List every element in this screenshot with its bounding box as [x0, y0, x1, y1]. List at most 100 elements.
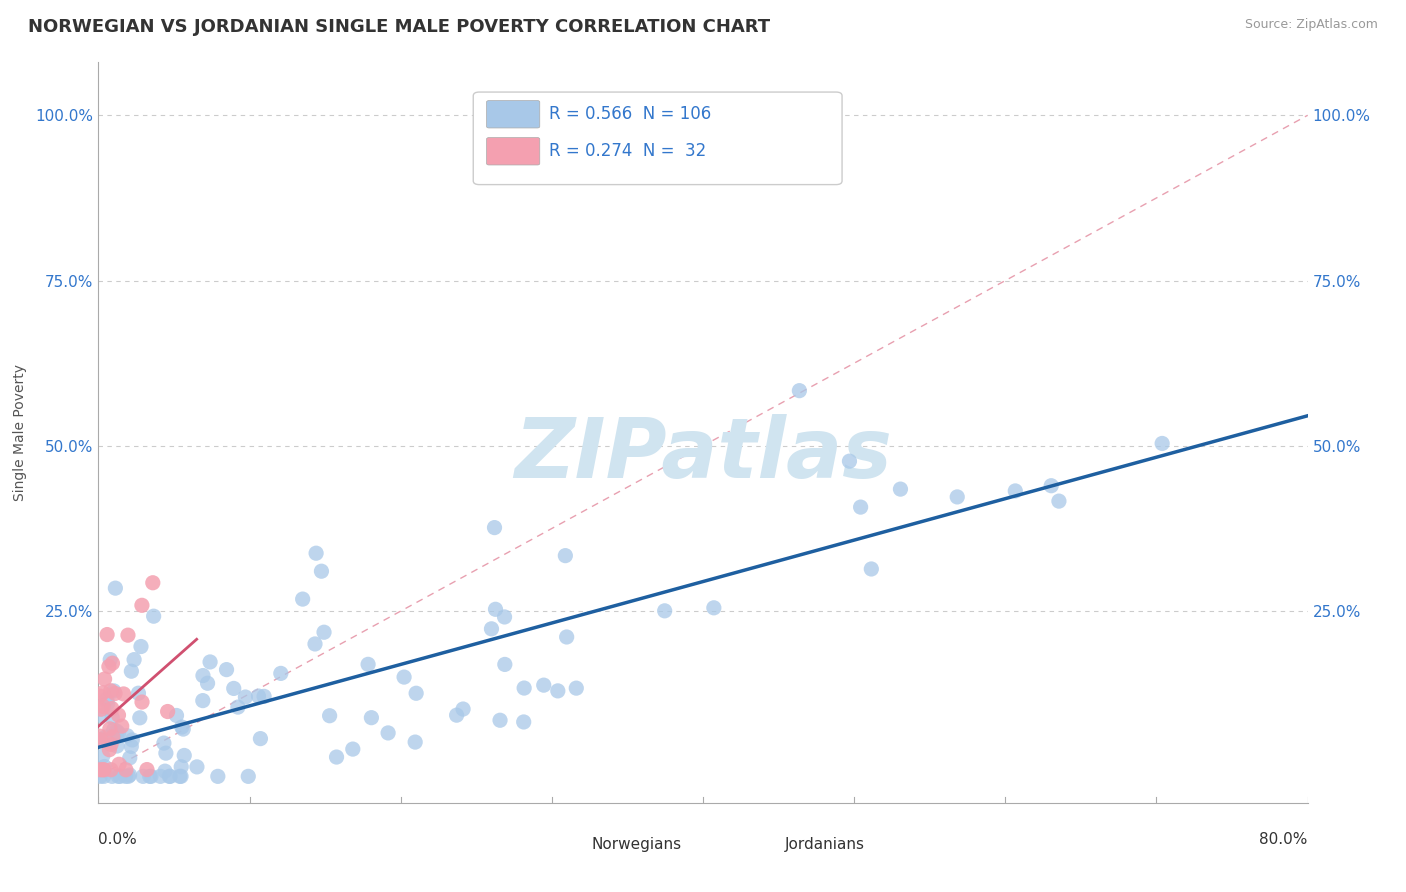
Point: [1040, 479, 1063, 493]
Point: [197, 676, 219, 690]
Point: [392, 670, 415, 684]
Point: [129, 640, 152, 654]
FancyBboxPatch shape: [474, 92, 842, 185]
Point: [101, 710, 124, 724]
Point: [142, 609, 165, 624]
Point: [198, 655, 221, 669]
Text: Jordanians: Jordanians: [785, 837, 865, 852]
Point: [215, 663, 238, 677]
Point: [305, 546, 328, 560]
Point: [222, 681, 245, 696]
Point: [112, 687, 135, 701]
Point: [547, 684, 569, 698]
Point: [101, 657, 124, 671]
Point: [121, 733, 143, 747]
Point: [860, 562, 883, 576]
Point: [91, 686, 114, 700]
Point: [120, 664, 142, 678]
Point: [153, 764, 176, 779]
Point: [156, 705, 179, 719]
Point: [226, 700, 249, 714]
Point: [101, 769, 124, 783]
Point: [90, 708, 112, 723]
Point: [97, 696, 120, 710]
Point: [118, 751, 141, 765]
Point: [170, 769, 193, 783]
Point: [703, 600, 725, 615]
Point: [117, 769, 139, 783]
Point: [446, 708, 468, 723]
Point: [89, 732, 111, 747]
Point: [789, 384, 811, 398]
Point: [889, 482, 911, 496]
Point: [96, 627, 118, 641]
Point: [115, 729, 138, 743]
Point: [98, 742, 121, 756]
Point: [89, 729, 111, 743]
Point: [533, 678, 555, 692]
Point: [132, 769, 155, 783]
Point: [291, 592, 314, 607]
Point: [155, 746, 177, 760]
Point: [149, 769, 172, 783]
Point: [270, 666, 292, 681]
Point: [100, 763, 122, 777]
Point: [247, 689, 270, 703]
Point: [142, 575, 165, 590]
Point: [103, 684, 125, 698]
Point: [120, 739, 142, 754]
Point: [101, 730, 124, 744]
Point: [235, 690, 257, 704]
Point: [555, 630, 578, 644]
Point: [1004, 483, 1026, 498]
Text: NORWEGIAN VS JORDANIAN SINGLE MALE POVERTY CORRELATION CHART: NORWEGIAN VS JORDANIAN SINGLE MALE POVER…: [28, 18, 770, 36]
Point: [404, 735, 426, 749]
Point: [170, 720, 193, 734]
Text: ZIPatlas: ZIPatlas: [515, 414, 891, 495]
Point: [159, 769, 181, 783]
Y-axis label: Single Male Poverty: Single Male Poverty: [13, 364, 27, 501]
Point: [318, 708, 340, 723]
Point: [494, 657, 516, 672]
Point: [513, 681, 536, 695]
Text: 0.0%: 0.0%: [98, 832, 138, 847]
Point: [139, 769, 162, 783]
Point: [360, 711, 382, 725]
Point: [100, 683, 122, 698]
Point: [136, 763, 159, 777]
Point: [489, 713, 512, 727]
Point: [98, 652, 121, 666]
Point: [131, 599, 153, 613]
Point: [512, 714, 534, 729]
Point: [311, 564, 333, 578]
Point: [118, 768, 141, 782]
Point: [103, 723, 125, 737]
Point: [93, 672, 115, 686]
Point: [111, 719, 134, 733]
Point: [107, 708, 129, 723]
Point: [100, 738, 122, 752]
Point: [91, 749, 114, 764]
Point: [107, 769, 129, 783]
Point: [481, 622, 503, 636]
Point: [107, 726, 129, 740]
Point: [238, 769, 260, 783]
Point: [173, 748, 195, 763]
FancyBboxPatch shape: [486, 101, 540, 128]
Point: [565, 681, 588, 695]
Point: [172, 722, 194, 736]
Point: [94, 730, 117, 744]
Point: [115, 763, 138, 777]
Point: [96, 692, 118, 706]
Point: [90, 702, 112, 716]
Point: [105, 724, 128, 739]
Point: [153, 736, 176, 750]
Point: [108, 769, 131, 783]
Point: [89, 689, 111, 703]
Point: [304, 637, 326, 651]
Point: [91, 732, 114, 747]
Point: [169, 769, 191, 783]
Point: [191, 693, 214, 707]
Point: [91, 763, 114, 777]
FancyBboxPatch shape: [486, 137, 540, 165]
